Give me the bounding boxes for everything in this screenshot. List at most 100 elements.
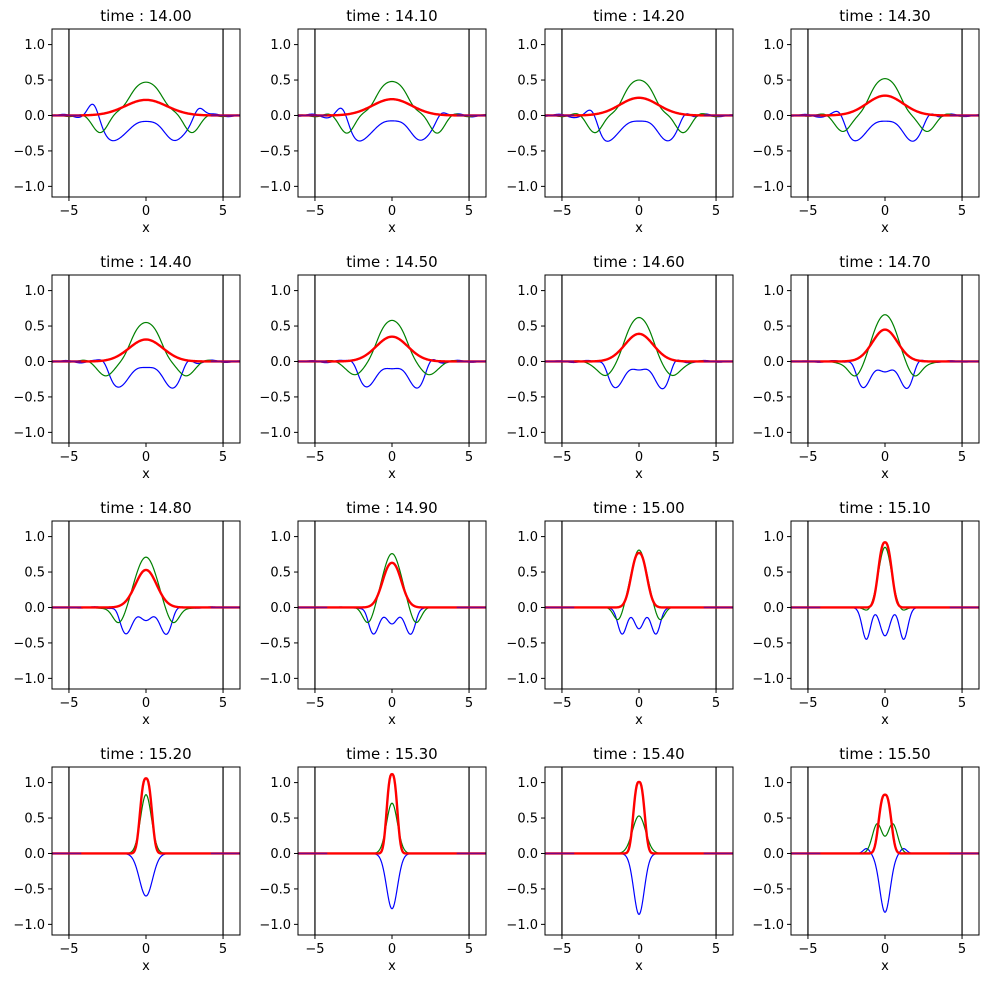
axes-frame bbox=[790, 766, 980, 936]
plot-area bbox=[545, 29, 733, 197]
x-tick-label: 5 bbox=[712, 450, 720, 465]
x-axis-label: x bbox=[881, 221, 889, 236]
axes-frame bbox=[297, 766, 487, 936]
axes-frame bbox=[51, 28, 241, 198]
y-tick-label: 1.0 bbox=[763, 284, 784, 299]
y-tick-label: 1.0 bbox=[763, 776, 784, 791]
subplot-title: time : 14.10 bbox=[346, 7, 437, 25]
y-tick-label: 0.0 bbox=[24, 355, 45, 370]
series-red-line bbox=[545, 332, 733, 363]
x-axis-label: x bbox=[388, 467, 396, 482]
y-tick-label: 0.0 bbox=[270, 601, 291, 616]
series-green-line bbox=[52, 81, 240, 134]
subplot-11: time : 15.10 −5 0 5 −1.0 −0.5 0.0 0.5 1.0 x bbox=[752, 499, 980, 728]
y-tick-label: −0.5 bbox=[506, 144, 538, 159]
x-tick-label: 5 bbox=[712, 204, 720, 219]
x-tick-label: −5 bbox=[59, 696, 78, 711]
plot-area bbox=[52, 29, 240, 197]
subplot-7: time : 14.70 −5 0 5 −1.0 −0.5 0.0 0.5 1.0 x bbox=[752, 253, 980, 482]
x-tick-label: 5 bbox=[712, 696, 720, 711]
x-tick-label: 0 bbox=[388, 204, 396, 219]
x-axis-label: x bbox=[388, 959, 396, 974]
series-green-line bbox=[545, 815, 733, 855]
x-tick-label: 5 bbox=[958, 450, 966, 465]
x-axis-label: x bbox=[635, 959, 643, 974]
y-tick-label: −1.0 bbox=[506, 180, 538, 195]
y-tick-label: 1.0 bbox=[24, 38, 45, 53]
y-tick-label: −1.0 bbox=[506, 672, 538, 687]
plot-area bbox=[298, 767, 486, 935]
plot-area bbox=[791, 275, 979, 443]
y-tick-label: 0.5 bbox=[270, 566, 291, 581]
plot-area bbox=[545, 275, 733, 443]
series-blue-line bbox=[52, 359, 240, 389]
x-tick-label: −5 bbox=[305, 942, 324, 957]
axes-frame bbox=[51, 274, 241, 444]
subplot-2: time : 14.20 −5 0 5 −1.0 −0.5 0.0 0.5 1.0 x bbox=[506, 7, 734, 236]
x-tick-label: 5 bbox=[958, 696, 966, 711]
x-tick-label: 0 bbox=[635, 696, 643, 711]
axes-frame bbox=[544, 520, 734, 690]
subplot-title: time : 15.00 bbox=[593, 499, 684, 517]
subplot-3: time : 14.30 −5 0 5 −1.0 −0.5 0.0 0.5 1.0 x bbox=[752, 7, 980, 236]
x-tick-label: 5 bbox=[958, 204, 966, 219]
y-tick-label: −0.5 bbox=[13, 636, 45, 651]
x-tick-label: 0 bbox=[881, 942, 889, 957]
x-tick-label: 0 bbox=[635, 450, 643, 465]
series-red-line bbox=[52, 568, 240, 609]
y-tick-label: −1.0 bbox=[13, 918, 45, 933]
y-tick-label: 0.5 bbox=[517, 566, 538, 581]
y-tick-label: 0.0 bbox=[517, 601, 538, 616]
x-tick-label: −5 bbox=[305, 696, 324, 711]
x-tick-label: 0 bbox=[142, 696, 150, 711]
axes-frame bbox=[297, 520, 487, 690]
plot-area bbox=[545, 767, 733, 935]
y-tick-label: 0.5 bbox=[763, 812, 784, 827]
series-red-line bbox=[545, 96, 733, 117]
y-tick-label: −0.5 bbox=[259, 390, 291, 405]
y-tick-label: 0.0 bbox=[517, 847, 538, 862]
series-green-line bbox=[545, 79, 733, 134]
subplot-10: time : 15.00 −5 0 5 −1.0 −0.5 0.0 0.5 1.0 x bbox=[506, 499, 734, 728]
series-blue-line bbox=[298, 606, 486, 635]
series-red-line bbox=[52, 98, 240, 117]
x-axis-label: x bbox=[142, 713, 150, 728]
y-tick-label: −0.5 bbox=[13, 882, 45, 897]
series-blue-line bbox=[52, 852, 240, 897]
series-blue-line bbox=[791, 359, 979, 390]
subplot-9: time : 14.90 −5 0 5 −1.0 −0.5 0.0 0.5 1.0 x bbox=[259, 499, 487, 728]
y-tick-label: −0.5 bbox=[506, 882, 538, 897]
subplot-title: time : 14.80 bbox=[100, 499, 191, 517]
y-tick-label: −0.5 bbox=[506, 636, 538, 651]
plot-area bbox=[298, 521, 486, 689]
subplot-title: time : 15.30 bbox=[346, 745, 437, 763]
x-axis-label: x bbox=[142, 467, 150, 482]
x-tick-label: −5 bbox=[552, 696, 571, 711]
series-green-line bbox=[52, 321, 240, 377]
y-tick-label: −1.0 bbox=[752, 672, 784, 687]
y-tick-label: −0.5 bbox=[752, 636, 784, 651]
x-tick-label: 5 bbox=[465, 942, 473, 957]
x-axis-label: x bbox=[635, 467, 643, 482]
y-tick-label: −0.5 bbox=[259, 144, 291, 159]
axes-frame bbox=[544, 766, 734, 936]
x-tick-label: 0 bbox=[881, 450, 889, 465]
subplot-8: time : 14.80 −5 0 5 −1.0 −0.5 0.0 0.5 1.0 x bbox=[13, 499, 241, 728]
plot-area bbox=[791, 767, 979, 935]
plot-area bbox=[298, 275, 486, 443]
subplot-title: time : 14.40 bbox=[100, 253, 191, 271]
x-tick-label: 5 bbox=[465, 204, 473, 219]
y-tick-label: 1.0 bbox=[517, 776, 538, 791]
axes-frame bbox=[297, 274, 487, 444]
series-green-line bbox=[52, 794, 240, 855]
plot-area bbox=[52, 521, 240, 689]
subplot-title: time : 15.50 bbox=[839, 745, 930, 763]
x-tick-label: 0 bbox=[142, 204, 150, 219]
x-tick-label: −5 bbox=[798, 942, 817, 957]
series-red-line bbox=[298, 335, 486, 363]
series-green-line bbox=[298, 80, 486, 134]
x-axis-label: x bbox=[388, 713, 396, 728]
y-tick-label: 1.0 bbox=[517, 530, 538, 545]
x-axis-label: x bbox=[142, 959, 150, 974]
y-tick-label: 0.0 bbox=[270, 355, 291, 370]
